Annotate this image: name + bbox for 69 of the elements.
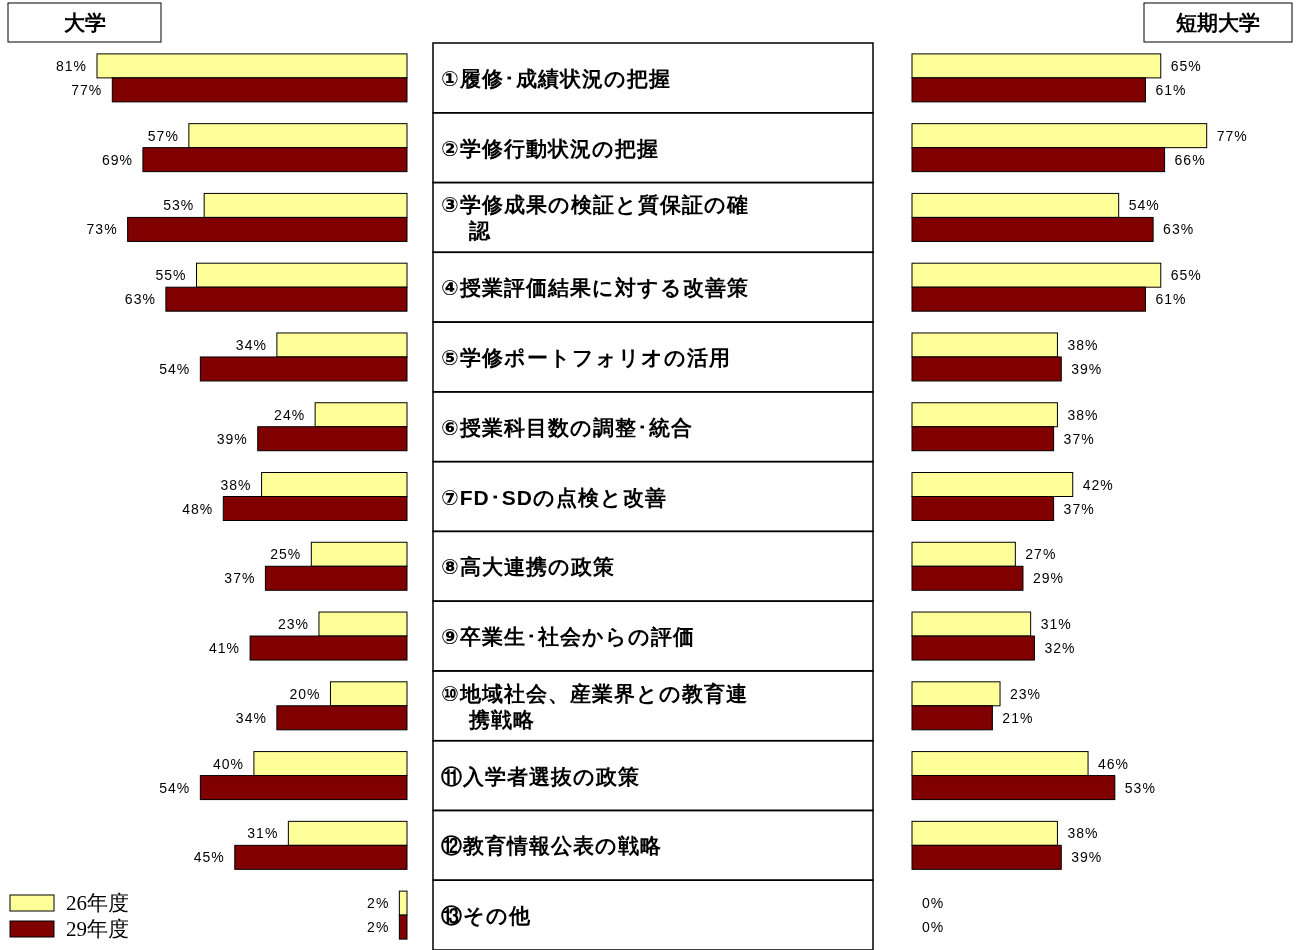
data-label: 45% — [193, 849, 225, 866]
legend-label: 26年度 — [66, 891, 129, 915]
data-label: 63% — [1163, 221, 1195, 238]
data-label: 73% — [86, 221, 118, 238]
y-tick-label: ⑬その他 — [441, 904, 531, 928]
data-label: 65% — [1170, 267, 1202, 284]
data-label: 29% — [1032, 570, 1065, 587]
data-label: 0% — [922, 919, 945, 936]
data-label: 77% — [1216, 127, 1248, 144]
data-label: 48% — [182, 500, 214, 517]
data-label: 31% — [247, 825, 279, 842]
data-label: 63% — [124, 291, 156, 308]
data-label: 32% — [1044, 640, 1076, 657]
data-label: 2% — [367, 919, 390, 936]
y-tick-label: ⑧高大連携の政策 — [441, 555, 615, 579]
data-label: 38% — [1067, 336, 1099, 353]
data-label: 34% — [235, 336, 267, 353]
data-label: 2% — [367, 895, 390, 912]
y-tick-label: ②学修行動状況の把握 — [441, 136, 659, 160]
data-label: 38% — [1067, 406, 1099, 423]
data-label: 40% — [212, 755, 244, 772]
y-tick-label: ①履修･成績状況の把握 — [441, 66, 671, 90]
data-label: 38% — [1067, 825, 1099, 842]
data-label: 42% — [1082, 476, 1114, 493]
data-label: 38% — [220, 476, 252, 493]
data-label: 54% — [159, 779, 191, 796]
data-label: 23% — [277, 616, 309, 633]
y-tick-label: ⑨卒業生･社会からの評価 — [441, 625, 695, 649]
data-label: 25% — [270, 546, 302, 563]
y-tick-label: ⑫教育情報公表の戦略 — [441, 834, 662, 858]
y-tick-label: ⑦FD･SDの点検と改善 — [441, 485, 667, 510]
data-label: 53% — [163, 197, 195, 214]
data-label: 55% — [155, 267, 187, 284]
data-label: 46% — [1098, 755, 1130, 772]
data-label: 23% — [1010, 685, 1042, 702]
data-label: 0% — [922, 895, 945, 912]
data-label: 27% — [1025, 546, 1057, 563]
data-label: 20% — [289, 685, 321, 702]
data-label: 37% — [1063, 500, 1095, 517]
data-label: 77% — [71, 81, 103, 98]
data-label: 81% — [55, 57, 87, 74]
data-label: 31% — [1040, 616, 1072, 633]
y-tick-label: ⑪入学者選抜の政策 — [441, 764, 640, 788]
data-label: 37% — [224, 570, 256, 587]
y-tick-label: ⑤学修ポートフォリオの活用 — [441, 345, 731, 369]
y-tick-label: ⑥授業科目数の調整･統合 — [441, 415, 693, 439]
data-label: 39% — [216, 430, 248, 447]
chart-title: 大学 — [63, 11, 106, 34]
data-label: 61% — [1155, 81, 1187, 98]
data-label: 41% — [209, 640, 241, 657]
data-label: 37% — [1063, 430, 1095, 447]
legend-label: 29年度 — [66, 917, 129, 941]
y-tick-label: ④授業評価結果に対する改善策 — [441, 276, 749, 301]
data-label: 21% — [1002, 709, 1034, 726]
data-label: 24% — [274, 406, 306, 423]
data-label: 69% — [101, 151, 133, 168]
data-label: 54% — [159, 360, 191, 377]
chart-title: 短期大学 — [1175, 11, 1260, 34]
data-label: 39% — [1071, 360, 1103, 377]
y-tick-label: ⑩地域社会、産業界との教育連携戦略 — [441, 681, 748, 731]
data-label: 39% — [1071, 849, 1103, 866]
data-label: 57% — [147, 127, 179, 144]
data-label: 65% — [1170, 57, 1202, 74]
y-tick-label: ③学修成果の検証と質保証の確認 — [441, 193, 749, 243]
data-label: 61% — [1155, 291, 1187, 308]
data-label: 66% — [1174, 151, 1206, 168]
data-label: 54% — [1128, 197, 1160, 214]
data-label: 34% — [235, 709, 267, 726]
data-label: 53% — [1124, 779, 1156, 796]
